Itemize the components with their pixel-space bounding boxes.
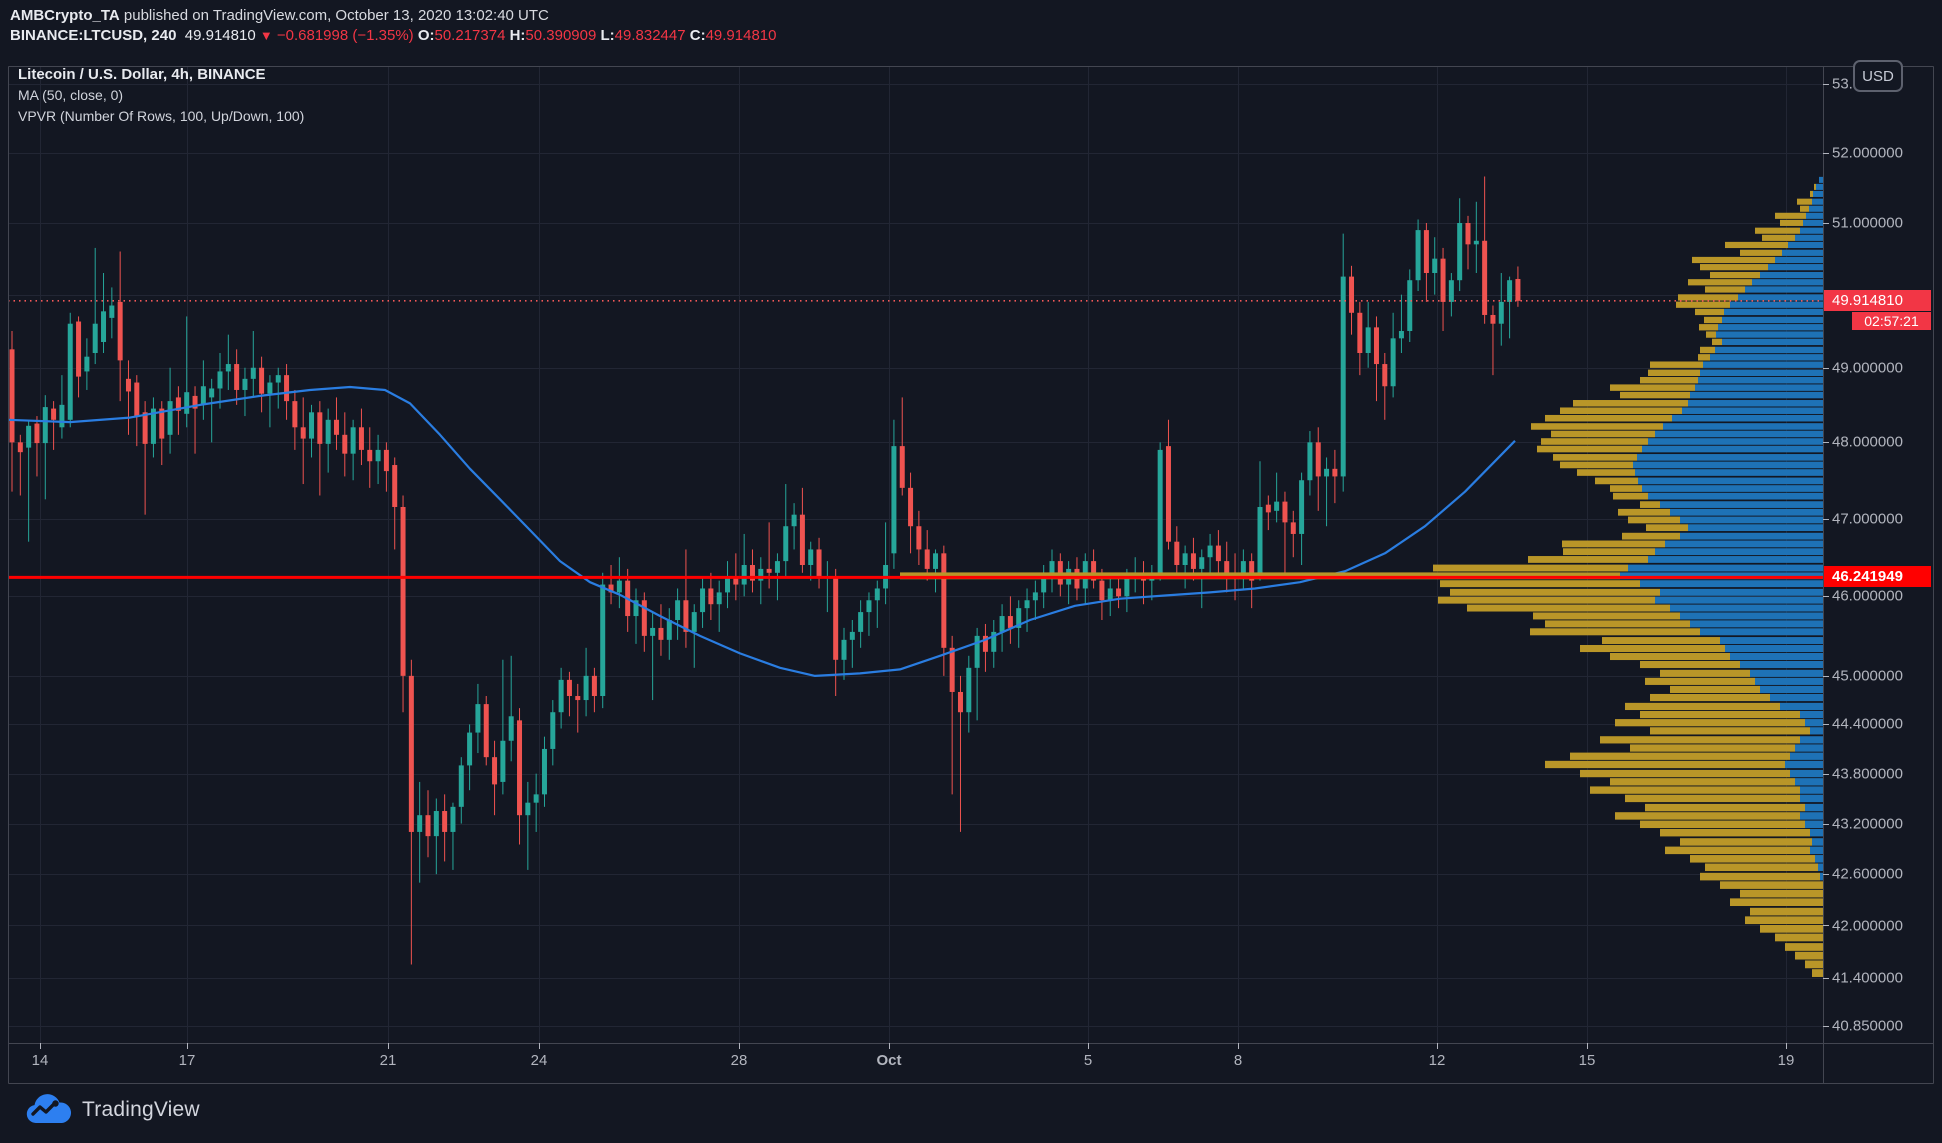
high-label: H: xyxy=(509,27,526,44)
ma50-line xyxy=(7,385,1516,677)
open-value: 50.217374 xyxy=(434,27,506,44)
candlestick-series xyxy=(9,176,1521,965)
price-axis-label: 47.000000 xyxy=(1832,510,1903,527)
price-axis-label: 52.000000 xyxy=(1832,144,1903,162)
low-label: L: xyxy=(600,27,615,44)
time-axis-label: 12 xyxy=(1428,1052,1446,1069)
symbol-interval[interactable]: BINANCE:LTCUSD, 240 xyxy=(10,27,177,44)
price-down-arrow-icon: ▼ xyxy=(259,28,273,43)
close-label: C: xyxy=(689,27,706,44)
legend-vpvr-indicator[interactable]: VPVR (Number Of Rows, 100, Up/Down, 100) xyxy=(18,108,305,124)
time-axis-label: 8 xyxy=(1233,1052,1243,1069)
price-change: −0.681998 (−1.35%) xyxy=(276,27,414,44)
open-label: O: xyxy=(417,27,435,44)
price-axis-label: 42.600000 xyxy=(1832,865,1903,883)
time-axis-label: Oct xyxy=(876,1052,902,1069)
tradingview-logo-text: TradingView xyxy=(82,1097,200,1121)
time-axis-label: 14 xyxy=(31,1052,49,1069)
price-axis-label: 44.400000 xyxy=(1832,715,1903,733)
legend-ma-indicator[interactable]: MA (50, close, 0) xyxy=(18,87,124,103)
high-value: 50.390909 xyxy=(525,27,597,44)
price-axis-label: 45.000000 xyxy=(1832,667,1903,685)
time-axis-label: 28 xyxy=(730,1052,748,1069)
last-price-value: 49.914810 xyxy=(184,27,256,44)
close-value: 49.914810 xyxy=(705,27,777,44)
price-axis-label: 51.000000 xyxy=(1832,214,1903,232)
publish-text: published on TradingView.com, October 13… xyxy=(119,7,549,24)
price-axis-label: 49.000000 xyxy=(1832,359,1903,377)
bar-countdown-badge: 02:57:21 xyxy=(1852,311,1931,330)
time-axis-label: 17 xyxy=(178,1052,196,1069)
vpvr-profile xyxy=(900,176,1823,977)
level-price-badge: 46.241949 xyxy=(1824,566,1931,588)
price-axis-label: 43.200000 xyxy=(1832,815,1903,833)
symbol-info-row: BINANCE:LTCUSD, 240 49.914810 ▼ −0.68199… xyxy=(10,27,776,44)
grid-lines xyxy=(8,66,1823,1043)
price-axis-label: 41.400000 xyxy=(1832,969,1903,986)
time-axis-label: 24 xyxy=(530,1052,548,1069)
currency-toggle-button[interactable]: USD xyxy=(1853,60,1903,92)
price-axis-label: 40.850000 xyxy=(1832,1017,1903,1035)
price-axis-label: 46.000000 xyxy=(1832,587,1903,605)
author-name: AMBCrypto_TA xyxy=(10,7,120,24)
pane-borders xyxy=(8,66,1934,1084)
axis-ticks xyxy=(40,84,1829,1049)
tradingview-logo[interactable]: TradingView xyxy=(26,1094,200,1125)
low-value: 49.832447 xyxy=(614,27,686,44)
last-price-badge: 49.914810 xyxy=(1824,289,1931,311)
legend-symbol-title[interactable]: Litecoin / U.S. Dollar, 4h, BINANCE xyxy=(18,66,266,83)
publish-info: AMBCrypto_TA published on TradingView.co… xyxy=(10,7,549,24)
tradingview-cloud-icon xyxy=(26,1094,72,1124)
time-axis-label: 19 xyxy=(1777,1052,1795,1069)
chart-legend: Litecoin / U.S. Dollar, 4h, BINANCE MA (… xyxy=(18,64,304,127)
time-axis-label: 15 xyxy=(1578,1052,1596,1069)
time-axis-label: 5 xyxy=(1083,1052,1093,1069)
price-axis-label: 43.800000 xyxy=(1832,765,1903,783)
time-axis-label: 21 xyxy=(379,1052,397,1069)
price-axis-label: 48.000000 xyxy=(1832,433,1903,451)
price-axis-label: 42.000000 xyxy=(1832,917,1903,934)
